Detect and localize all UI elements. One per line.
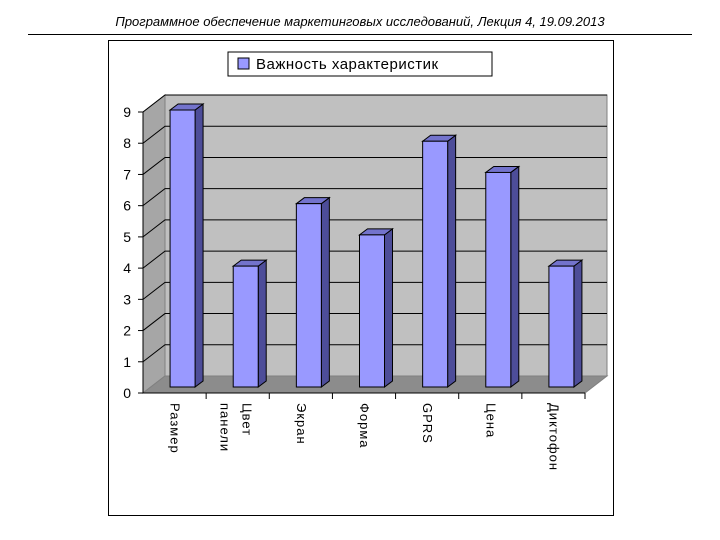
y-tick-label: 0 <box>123 385 131 401</box>
y-tick-label: 3 <box>123 291 131 307</box>
gridline <box>142 125 607 144</box>
header-rule <box>28 34 692 35</box>
y-tick-label: 7 <box>123 166 131 182</box>
gridline <box>142 188 607 207</box>
x-tick-label: Цена <box>483 403 498 438</box>
gridlines <box>142 94 607 363</box>
gridline <box>142 344 607 363</box>
bar-side <box>194 103 204 388</box>
side-wall <box>142 93 166 395</box>
bar-side <box>573 259 583 388</box>
bar-front <box>485 171 512 388</box>
gridline <box>142 250 607 269</box>
y-tick-label: 9 <box>123 104 131 120</box>
legend-swatch <box>237 57 250 70</box>
x-tick-label: Форма <box>357 403 372 449</box>
bar-side <box>320 196 330 388</box>
legend-label: Важность характеристик <box>256 56 439 73</box>
bar-front <box>548 265 575 388</box>
y-tick-label: 1 <box>123 354 131 370</box>
bars <box>168 103 584 388</box>
bar-front <box>295 203 322 388</box>
x-tick-label: Цветпанели <box>218 403 255 452</box>
bar-front <box>422 140 449 388</box>
x-axis-labels: Размер Цветпанели Экран Форма GPRS Цена Диктоф… <box>168 393 586 471</box>
x-tick-label: Размер <box>168 403 183 454</box>
bar-side <box>510 165 520 388</box>
y-tick-label: 5 <box>123 229 131 245</box>
gridline <box>142 219 607 238</box>
bar-front <box>232 265 259 388</box>
y-tick-label: 4 <box>123 260 131 276</box>
bar-front <box>359 234 385 388</box>
slide-header: Программное обеспечение маркетинговых ис… <box>115 14 605 29</box>
bar <box>294 196 331 388</box>
legend: Важность характеристик <box>227 51 493 77</box>
y-axis-ticks: 0 1 2 3 4 5 6 7 8 9 <box>123 104 585 401</box>
gridline <box>142 94 607 113</box>
x-tick-label: GPRS <box>420 403 435 444</box>
y-tick-label: 8 <box>123 135 131 151</box>
legend-box <box>227 51 493 77</box>
bar <box>484 165 521 388</box>
bar <box>547 259 584 388</box>
bar <box>421 134 458 388</box>
gridline <box>142 156 607 175</box>
gridline <box>142 281 607 300</box>
gridline <box>142 313 607 331</box>
x-tick-label: Экран <box>294 403 309 445</box>
x-tick-label: Диктофон <box>546 403 561 471</box>
bar <box>168 103 205 388</box>
bar-side <box>257 259 267 388</box>
bar-side <box>447 134 457 388</box>
y-tick-label: 2 <box>123 323 131 339</box>
bar <box>358 227 394 388</box>
bar-front <box>169 109 196 388</box>
y-tick-label: 6 <box>123 198 131 214</box>
bar <box>231 259 268 388</box>
bar-side <box>384 227 393 388</box>
